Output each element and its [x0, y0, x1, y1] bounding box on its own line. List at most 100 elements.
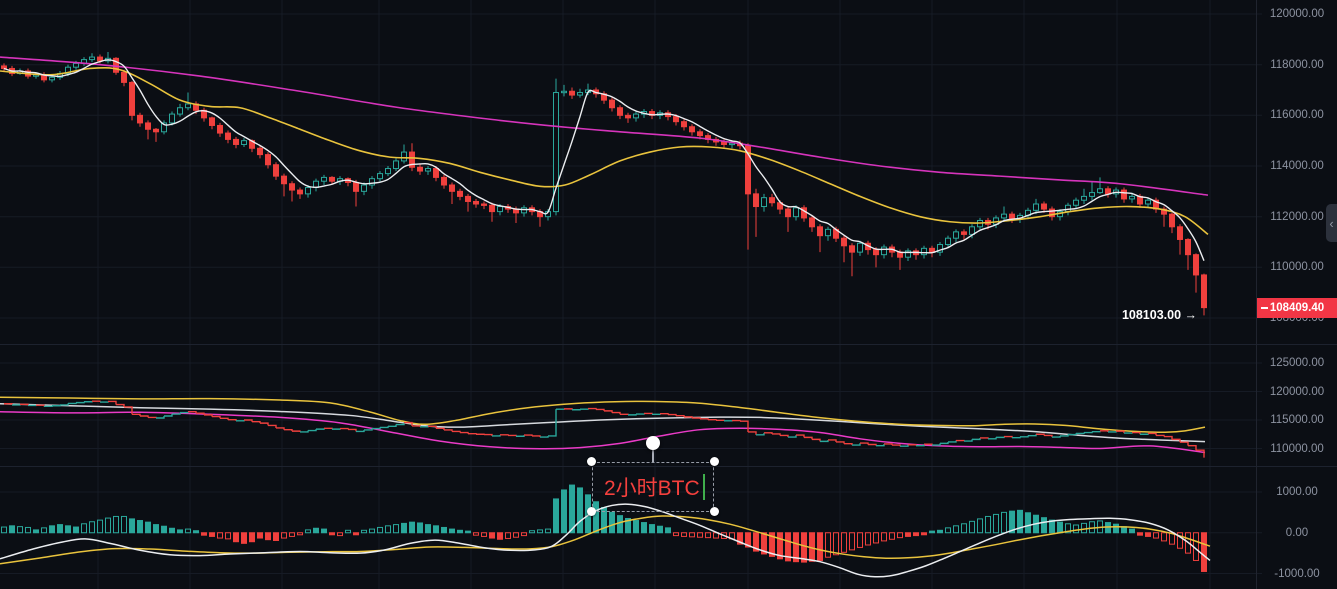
- hist-bar: [801, 532, 807, 563]
- hist-bar: [825, 532, 831, 558]
- price-step-segment: [532, 435, 541, 438]
- price-step-segment: [1156, 434, 1165, 437]
- price-step-segment: [324, 427, 333, 430]
- hist-bar: [225, 532, 231, 540]
- price-step-segment: [548, 409, 557, 437]
- price-step-segment: [772, 433, 781, 436]
- ma-line-fast-white: [3, 59, 1205, 261]
- price-step-segment: [148, 416, 157, 419]
- hist-bar: [657, 525, 663, 534]
- hist-bar: [489, 532, 495, 539]
- candle-body: [489, 204, 495, 213]
- hist-bar: [57, 524, 63, 534]
- pane-separator-overview-macd[interactable]: [0, 466, 1337, 467]
- annotation-text[interactable]: 2小时BTC: [604, 477, 700, 500]
- hist-bar: [945, 527, 951, 534]
- price-step-segment: [1148, 432, 1157, 436]
- hist-bar: [529, 530, 535, 534]
- overview-price-steps: [4, 400, 1205, 458]
- price-step-segment: [764, 432, 773, 434]
- price-step-segment: [932, 443, 941, 446]
- candle-body: [89, 56, 95, 61]
- candle-body: [1097, 188, 1103, 194]
- hist-bar: [273, 532, 279, 541]
- candle-body: [761, 197, 767, 208]
- pane-separator-main-overview[interactable]: [0, 344, 1337, 345]
- price-step-segment: [884, 443, 893, 446]
- price-step-segment: [988, 437, 997, 440]
- annotation-anchor-point[interactable]: [646, 436, 660, 450]
- hist-bar: [217, 532, 223, 539]
- price-step-segment: [708, 419, 717, 421]
- hist-bar: [929, 530, 935, 534]
- annotation-handle-bottom-left[interactable]: [587, 507, 596, 516]
- price-scale[interactable]: 120000.00 118000.00 116000.00 114000.00 1120…: [1257, 0, 1337, 589]
- candle-body: [449, 184, 455, 192]
- price-step-segment: [1196, 449, 1205, 458]
- hist-bar: [209, 532, 215, 537]
- hist-bar: [969, 520, 975, 534]
- hist-bar: [241, 532, 247, 544]
- candle-body: [521, 207, 527, 214]
- price-step-segment: [460, 431, 469, 434]
- price-tick-label: 115000.00: [1270, 414, 1324, 426]
- hist-bar: [121, 515, 127, 534]
- candle-body: [1033, 203, 1039, 211]
- candle-body: [561, 90, 567, 94]
- hist-bar: [81, 523, 87, 534]
- hist-bar: [233, 532, 239, 543]
- price-step-segment: [780, 434, 789, 438]
- hist-bar: [377, 526, 383, 534]
- price-step-segment: [892, 444, 901, 447]
- candle-body: [753, 193, 759, 208]
- price-step-segment: [12, 404, 21, 406]
- price-tick-dash-icon: [1261, 306, 1268, 309]
- price-tick-label: 118000.00: [1270, 58, 1324, 71]
- candle-body: [145, 122, 151, 130]
- annotation-handle-top-left[interactable]: [587, 457, 596, 466]
- price-step-segment: [500, 434, 509, 436]
- text-annotation-box[interactable]: 2小时BTC: [592, 462, 714, 512]
- hist-bar: [769, 532, 775, 557]
- price-step-segment: [132, 413, 141, 417]
- price-step-segment: [420, 426, 429, 428]
- candle-body: [953, 231, 959, 239]
- candle-body: [457, 190, 463, 197]
- hist-bar: [521, 532, 527, 537]
- price-step-segment: [300, 430, 309, 433]
- candle-body: [1, 65, 7, 69]
- hist-bar: [313, 527, 319, 534]
- price-step-segment: [1076, 432, 1085, 435]
- price-step-segment: [940, 441, 949, 445]
- hist-bar: [1009, 510, 1015, 534]
- price-step-segment: [1188, 444, 1197, 451]
- price-step-segment: [268, 424, 277, 428]
- price-step-segment: [1164, 435, 1173, 440]
- candle-body: [689, 126, 695, 133]
- candle-body: [369, 178, 375, 186]
- price-step-segment: [1052, 435, 1061, 438]
- hist-bar: [49, 525, 55, 534]
- candle-body: [329, 176, 335, 182]
- price-step-segment: [692, 417, 701, 419]
- price-step-segment: [612, 411, 621, 415]
- hist-bar: [169, 527, 175, 534]
- annotation-handle-top-right[interactable]: [710, 457, 719, 466]
- hist-bar: [1065, 523, 1071, 534]
- panel-collapse-tab[interactable]: ‹: [1326, 204, 1337, 242]
- price-step-segment: [676, 415, 685, 417]
- price-step-segment: [1132, 431, 1141, 435]
- hist-bar: [433, 525, 439, 534]
- price-step-segment: [1092, 430, 1101, 433]
- price-step-segment: [180, 411, 189, 414]
- price-step-segment: [452, 430, 461, 433]
- price-step-segment: [828, 439, 837, 442]
- candle-body: [161, 122, 167, 133]
- price-step-segment: [508, 434, 517, 437]
- price-step-segment: [660, 413, 669, 415]
- candle-body: [937, 244, 943, 253]
- annotation-handle-bottom-right[interactable]: [710, 507, 719, 516]
- price-step-segment: [852, 443, 861, 446]
